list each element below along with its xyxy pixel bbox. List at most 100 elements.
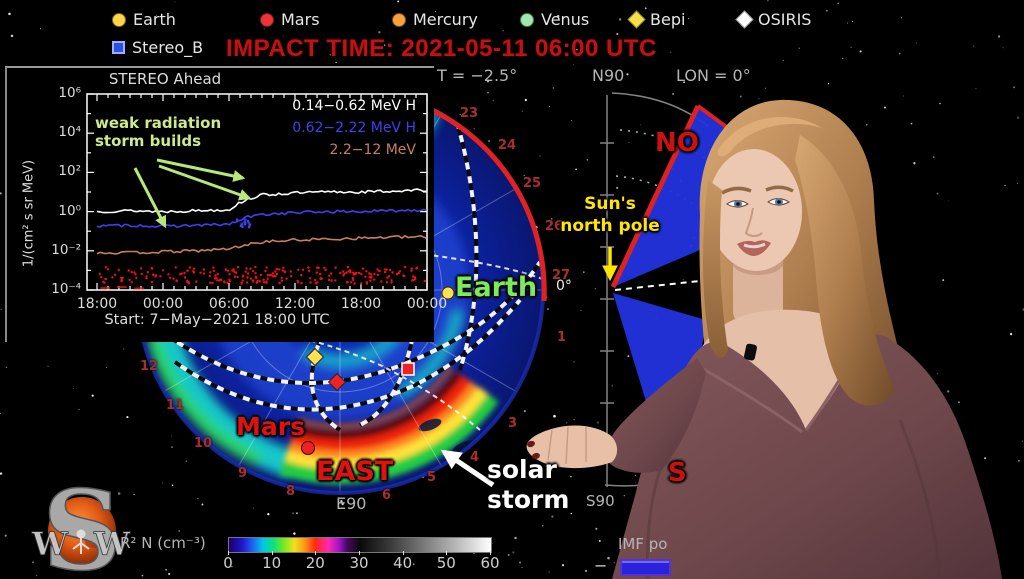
- legend-label: Mars: [281, 10, 320, 29]
- legend-item-stereo_b: Stereo_B: [112, 38, 203, 57]
- south-label-partial: S: [668, 458, 687, 488]
- bepi-marker-icon: [627, 10, 646, 29]
- x-ticklabel: 00:00: [406, 296, 448, 312]
- presenter-arm: [606, 358, 706, 473]
- rim-day-4: 4: [470, 450, 480, 465]
- rim-day-3: 3: [508, 416, 518, 431]
- lat-label: T = −2.5°: [437, 66, 518, 85]
- legend-item-bepi: Bepi: [627, 10, 686, 29]
- logo-letter-w1: W: [31, 525, 69, 563]
- colorbar-ticklabel-60: 60: [480, 554, 500, 572]
- earth-marker-icon: [112, 12, 126, 27]
- logo-figure-icon: [72, 529, 90, 554]
- legend-item-mercury: Mercury: [392, 10, 478, 29]
- legend-label: OSIRIS: [758, 10, 812, 29]
- colorbar-ticklabel-30: 30: [349, 554, 369, 572]
- colorbar-tick: [490, 551, 491, 555]
- colorbar-ticklabel-0: 0: [223, 554, 233, 572]
- x-ticklabel: 06:00: [208, 296, 250, 312]
- n90-label: N90: [592, 66, 625, 85]
- chart-start-label: Start: 7−May−2021 18:00 UTC: [104, 312, 330, 328]
- impact-time-banner: IMPACT TIME: 2021-05-11 06:00 UTC: [226, 35, 657, 62]
- y-ticklabel: 10⁻²: [51, 241, 81, 258]
- imf-minus-label: −: [594, 556, 608, 575]
- s90-label: S90: [586, 492, 615, 510]
- rim-day-1: 1: [557, 330, 567, 345]
- legend-label: Stereo_B: [132, 38, 204, 57]
- solar-storm-front: [279, 365, 499, 485]
- meridional-blue-wedge-south: [613, 293, 706, 408]
- presenter-face: [707, 149, 803, 271]
- legend-label: Bepi: [650, 10, 686, 29]
- rim-day-9: 9: [238, 466, 248, 481]
- legend-label: Mercury: [413, 10, 478, 29]
- east-label: EAST: [316, 456, 394, 487]
- chart-title: STEREO Ahead: [108, 70, 222, 88]
- solar-storm-arrow: [440, 449, 495, 488]
- colorbar-tick: [228, 551, 229, 555]
- rim-day-5: 5: [427, 470, 437, 485]
- y-ticklabel: 10²: [58, 163, 81, 180]
- zero-deg-label: 0°: [556, 278, 572, 294]
- legend-item-earth: Earth: [112, 10, 176, 29]
- legend-item-osiris: OSIRIS: [735, 10, 812, 29]
- map-markers: [301, 286, 455, 455]
- colorbar-tick: [359, 551, 360, 555]
- fingernail: [532, 452, 540, 460]
- colorbar-label: R² N (cm⁻³): [120, 534, 206, 552]
- presenter-hair-left: [703, 180, 728, 358]
- rim-day-24: 24: [498, 138, 517, 153]
- rim-day-8: 8: [286, 484, 296, 499]
- fingernail: [527, 440, 535, 448]
- rim-day-23: 23: [460, 106, 479, 121]
- mars-marker-icon: [301, 441, 315, 455]
- presenter-top: [612, 334, 1002, 579]
- x-ticklabel: 12:00: [274, 296, 316, 312]
- chart-legend-3: 2.2−12 MeV: [329, 142, 416, 158]
- venus-marker-icon: [520, 12, 534, 27]
- x-ticklabel: 18:00: [340, 296, 382, 312]
- stereo_b-marker-icon: [112, 41, 125, 54]
- colorbar-ticklabel-50: 50: [436, 554, 456, 572]
- annotation-arrows: [133, 158, 252, 229]
- y-ticklabel: 10⁻⁴: [51, 281, 81, 297]
- legend-label: Venus: [541, 10, 590, 29]
- mercury-marker-icon: [392, 12, 406, 27]
- imf-label-partial: IMF po: [618, 535, 668, 553]
- chart-legend-2: 0.62−2.22 MeV H: [292, 120, 416, 136]
- brand-logo: S W W: [31, 465, 132, 579]
- rim-day-11: 11: [166, 398, 185, 413]
- rim-day-12: 12: [140, 359, 159, 374]
- red-diamond-marker-icon: [327, 372, 347, 392]
- rim-day-27: 27: [552, 268, 571, 283]
- solar-storm-label: solar storm: [487, 455, 570, 514]
- stereo-flux-chart: STEREO Ahead 1/(cm² s sr MeV) Start: 7−M…: [5, 66, 447, 342]
- chart-plot-area: [86, 93, 428, 291]
- red-square-marker-icon: [401, 362, 415, 376]
- colorbar-tick: [402, 551, 404, 555]
- colorbar-tick: [446, 551, 448, 555]
- chart-legend-1: 0.14−0.62 MeV H: [292, 98, 416, 114]
- presenter-hand: [526, 425, 618, 469]
- density-colorbar: [228, 537, 492, 553]
- colorbar-tick: [315, 551, 317, 555]
- logo-letter-w2: W: [93, 525, 131, 563]
- osiris-marker-icon: [735, 10, 754, 29]
- rim-day-25: 25: [523, 176, 542, 191]
- presenter: [526, 99, 1002, 579]
- mars-marker-icon: [260, 12, 274, 27]
- y-ticklabel: 10⁴: [58, 124, 81, 141]
- presenter-hair-right: [795, 135, 895, 406]
- rim-day-26: 26: [545, 219, 564, 234]
- x-ticklabel: 18:00: [76, 296, 118, 312]
- legend-item-venus: Venus: [520, 10, 589, 29]
- legend-label: Earth: [133, 10, 176, 29]
- sun-pole-label: Sun's north pole: [560, 194, 660, 237]
- rim-red-arc: [415, 100, 547, 302]
- rim-day-10: 10: [194, 436, 213, 451]
- lon-label: LON = 0°: [676, 66, 751, 85]
- colorbar-ticklabel-40: 40: [393, 554, 413, 572]
- chart-annotation: weak radiation storm builds: [95, 114, 222, 150]
- earth-map-label: Earth: [455, 272, 538, 303]
- y-ticklabel: 10⁰: [58, 202, 81, 219]
